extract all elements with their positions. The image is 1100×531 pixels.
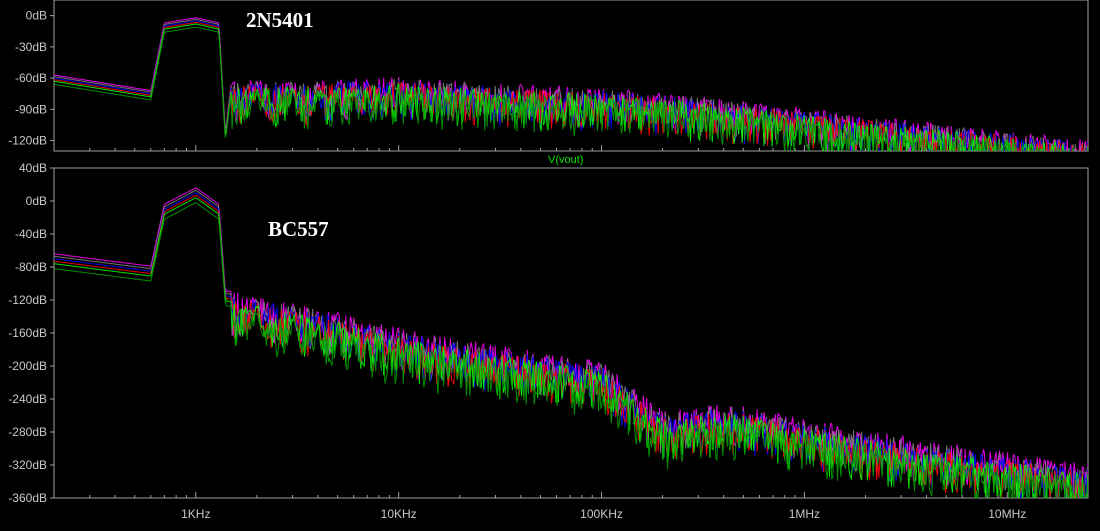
y-tick-label: -90dB: [15, 102, 47, 116]
y-tick-label: -280dB: [8, 425, 47, 439]
y-tick-label: -30dB: [15, 40, 47, 54]
y-tick-label: -40dB: [15, 227, 47, 241]
y-tick-label: -160dB: [8, 326, 47, 340]
y-tick-label: -200dB: [8, 359, 47, 373]
trace-line: [54, 202, 1088, 498]
y-tick-label: -120dB: [8, 293, 47, 307]
y-tick-label: 0dB: [26, 9, 47, 23]
y-tick-label: -120dB: [8, 134, 47, 148]
trace-label[interactable]: V(vout): [548, 154, 583, 166]
y-tick-label: -360dB: [8, 491, 47, 505]
x-tick-label: 10KHz: [381, 507, 417, 521]
x-tick-label: 10MHz: [988, 507, 1026, 521]
device-label-top: 2N5401: [246, 8, 314, 32]
y-tick-label: -320dB: [8, 458, 47, 472]
x-tick-label: 100KHz: [580, 507, 623, 521]
chart-panel-bottom: 40dB 0dB -40dB -80dB -120dB -160dB -200dB -240d…: [8, 161, 1089, 521]
y-tick-label: 0dB: [26, 194, 47, 208]
device-label-bottom: BC557: [268, 217, 329, 241]
chart-panel-top: 0dB -30dB -60dB -90dB -120dB: [8, 0, 1089, 152]
y-tick-label: -80dB: [15, 260, 47, 274]
y-tick-label: 40dB: [19, 161, 47, 175]
y-tick-label: -240dB: [8, 392, 47, 406]
trace-line: [54, 26, 1088, 151]
x-tick-label: 1KHz: [181, 507, 210, 521]
y-tick-label: -60dB: [15, 71, 47, 85]
x-tick-label: 1MHz: [789, 507, 820, 521]
